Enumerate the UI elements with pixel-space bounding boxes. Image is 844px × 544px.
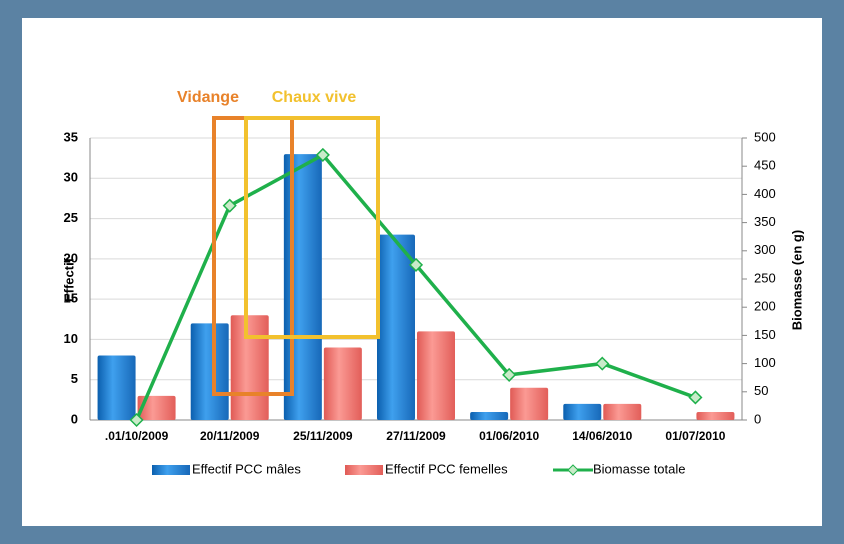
y2-tick-label: 50 bbox=[754, 383, 768, 398]
marker bbox=[222, 198, 237, 213]
y2-tick-label: 500 bbox=[754, 129, 776, 144]
y2-tick-label: 250 bbox=[754, 270, 776, 285]
legend-swatch bbox=[345, 465, 383, 475]
y2-tick-label: 450 bbox=[754, 158, 776, 173]
bar bbox=[137, 395, 176, 420]
x-tick-label: 20/11/2009 bbox=[200, 429, 260, 443]
bar bbox=[563, 403, 602, 420]
y-tick-label: 20 bbox=[64, 250, 78, 265]
bar bbox=[283, 154, 322, 420]
y-tick-label: 35 bbox=[64, 129, 78, 144]
bar bbox=[417, 331, 455, 420]
marker bbox=[502, 367, 517, 382]
annotation-box bbox=[244, 116, 380, 339]
marker bbox=[129, 412, 144, 428]
y2-tick-label: 100 bbox=[754, 355, 776, 370]
x-tick-label: 14/06/2010 bbox=[572, 429, 632, 443]
marker bbox=[408, 257, 424, 272]
x-tick-label: 01/07/2010 bbox=[665, 429, 725, 443]
annotation-text: Chaux vive bbox=[272, 89, 357, 106]
y-tick-label: 15 bbox=[64, 291, 78, 306]
bar bbox=[323, 347, 362, 420]
marker bbox=[315, 147, 330, 162]
y2-axis-label: Biomasse (en g) bbox=[789, 230, 804, 330]
y-tick-label: 5 bbox=[71, 371, 78, 386]
bar bbox=[190, 323, 229, 420]
y2-tick-label: 200 bbox=[754, 299, 776, 314]
marker bbox=[688, 390, 703, 405]
legend-label: Effectif PCC mâles bbox=[192, 461, 301, 476]
marker bbox=[595, 356, 610, 371]
y-axis-label: Effectif bbox=[61, 257, 76, 302]
y-tick-label: 30 bbox=[64, 170, 78, 185]
bar bbox=[510, 387, 549, 420]
legend-label: Biomasse totale bbox=[593, 461, 686, 476]
bar bbox=[603, 403, 642, 420]
bar bbox=[377, 234, 415, 420]
x-tick-label: 27/11/2009 bbox=[386, 429, 446, 443]
y-tick-label: 0 bbox=[71, 411, 78, 426]
annotation-text: Vidange bbox=[177, 89, 239, 106]
legend-label: Effectif PCC femelles bbox=[385, 461, 508, 476]
bar bbox=[97, 355, 136, 420]
y2-tick-label: 0 bbox=[754, 411, 761, 426]
y2-tick-label: 400 bbox=[754, 186, 776, 201]
y-tick-label: 10 bbox=[64, 331, 78, 346]
x-tick-label: 01/06/2010 bbox=[479, 429, 539, 443]
bar bbox=[230, 315, 269, 420]
y2-tick-label: 350 bbox=[754, 214, 776, 229]
y2-tick-label: 300 bbox=[754, 242, 776, 257]
legend-marker bbox=[567, 464, 579, 476]
bar bbox=[696, 411, 735, 420]
legend-swatch bbox=[152, 465, 190, 475]
y2-tick-label: 150 bbox=[754, 327, 776, 342]
y-tick-label: 25 bbox=[64, 210, 78, 225]
x-tick-label: 25/11/2009 bbox=[293, 429, 353, 443]
bar bbox=[470, 411, 509, 420]
x-tick-label: .01/10/2009 bbox=[105, 429, 169, 443]
